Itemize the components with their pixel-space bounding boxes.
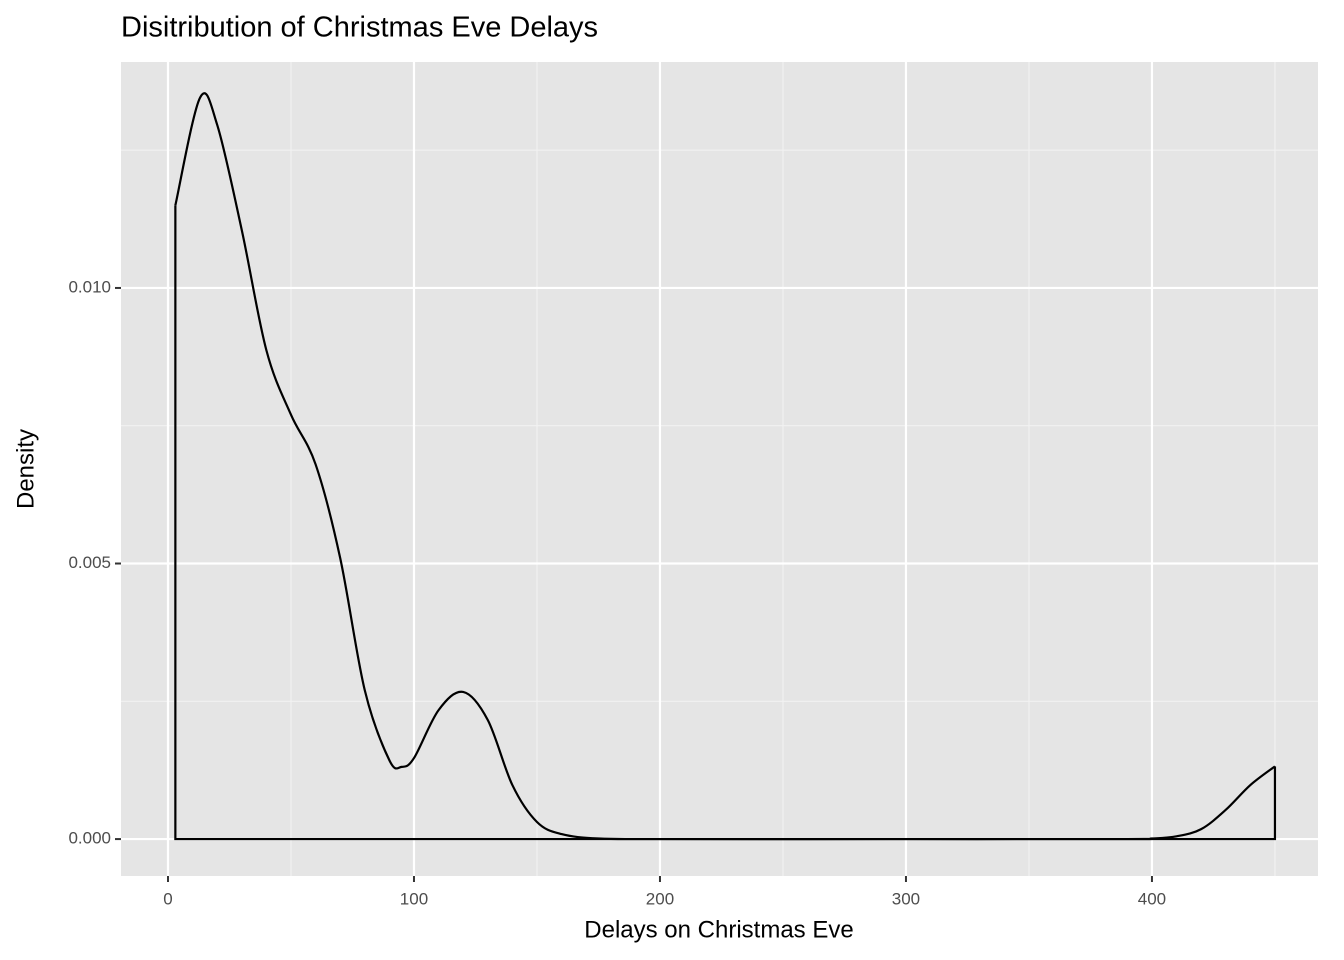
y-axis-title: Density [12,429,39,509]
x-axis-title: Delays on Christmas Eve [584,916,853,943]
chart-title: Disitribution of Christmas Eve Delays [121,12,598,44]
plot-panel [121,62,1318,876]
x-tick-label: 400 [1138,889,1166,908]
x-tick-label: 200 [646,889,674,908]
y-tick-label: 0.000 [68,829,111,848]
y-tick-label: 0.010 [68,277,111,296]
density-curve [174,92,1276,841]
x-tick-label: 100 [400,889,428,908]
x-tick-label: 300 [892,889,920,908]
x-tick-label: 0 [163,889,172,908]
y-tick-label: 0.005 [68,553,111,572]
